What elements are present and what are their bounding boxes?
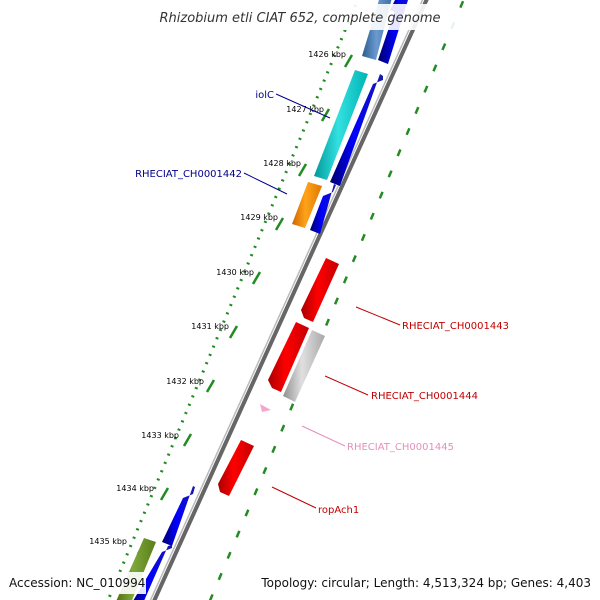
- gene-label-rheciat-ch0001443[interactable]: RHECIAT_CH0001443: [402, 321, 509, 332]
- tick-label: 1435 kbp: [89, 537, 127, 546]
- cds-feature-teal[interactable]: [314, 70, 368, 180]
- tick-label: 1432 kbp: [166, 377, 204, 386]
- label-leaders: [243, 93, 401, 509]
- tick-label: 1426 kbp: [308, 50, 346, 59]
- cds-feature-forward[interactable]: [162, 486, 195, 546]
- cds-feature-grey[interactable]: [283, 330, 325, 402]
- gene-label-rheciat-ch0001444[interactable]: RHECIAT_CH0001444: [371, 391, 478, 402]
- cds-feature-forward[interactable]: [330, 74, 383, 186]
- tick-label: 1431 kbp: [191, 322, 229, 331]
- cds-feature-reverse[interactable]: [268, 322, 309, 392]
- leader-line: [275, 93, 331, 119]
- ruler-dotted-line: [106, 0, 360, 600]
- tick-label: 1429 kbp: [240, 213, 278, 222]
- tick-mark: [274, 217, 285, 231]
- tick-mark: [297, 163, 308, 177]
- leader-line: [355, 306, 401, 326]
- tick-mark: [205, 379, 216, 393]
- cds-feature-orange[interactable]: [292, 182, 322, 228]
- genome-backbone-highlight: [149, 0, 424, 600]
- cds-feature-pink[interactable]: [260, 404, 271, 412]
- cds-feature-reverse[interactable]: [301, 258, 339, 322]
- tick-label: 1427 kbp: [286, 105, 324, 114]
- genome-backbone: [152, 0, 429, 600]
- leader-line: [301, 425, 346, 447]
- reverse-strand-track: [218, 258, 339, 496]
- tick-label: 1433 kbp: [141, 431, 179, 440]
- tick-mark: [228, 325, 239, 339]
- tick-mark: [251, 271, 262, 285]
- cds-feature-forward[interactable]: [310, 184, 336, 234]
- tick-mark: [182, 433, 193, 447]
- title-backdrop: [145, 4, 457, 30]
- accession-backdrop: [4, 572, 146, 594]
- tick-label: 1434 kbp: [116, 484, 154, 493]
- map-title: Rhizobium etli CIAT 652, complete genome: [160, 11, 441, 26]
- tick-label: 1428 kbp: [263, 159, 301, 168]
- gene-label-ropach1[interactable]: ropAch1: [318, 505, 359, 516]
- leader-line: [324, 375, 369, 396]
- gene-label-rheciat-ch0001442[interactable]: RHECIAT_CH0001442: [135, 169, 242, 180]
- cds-feature-reverse[interactable]: [218, 440, 254, 496]
- tick-label: 1430 kbp: [216, 268, 254, 277]
- tick-mark: [343, 54, 354, 68]
- gene-label-rheciat-ch0001445[interactable]: RHECIAT_CH0001445: [347, 442, 454, 453]
- tick-mark: [320, 108, 331, 122]
- gene-labels: iolC RHECIAT_CH0001442 RHECIAT_CH0001443…: [135, 90, 509, 516]
- accession-text: Accession: NC_010994: [9, 576, 145, 590]
- leader-line: [271, 486, 317, 509]
- tick-mark: [159, 487, 170, 501]
- gene-label-iolc[interactable]: iolC: [255, 90, 274, 101]
- leader-line: [243, 172, 288, 195]
- summary-backdrop: [256, 572, 596, 594]
- genome-summary-text: Topology: circular; Length: 4,513,324 bp…: [260, 576, 591, 590]
- forward-strand-track: [133, 0, 408, 600]
